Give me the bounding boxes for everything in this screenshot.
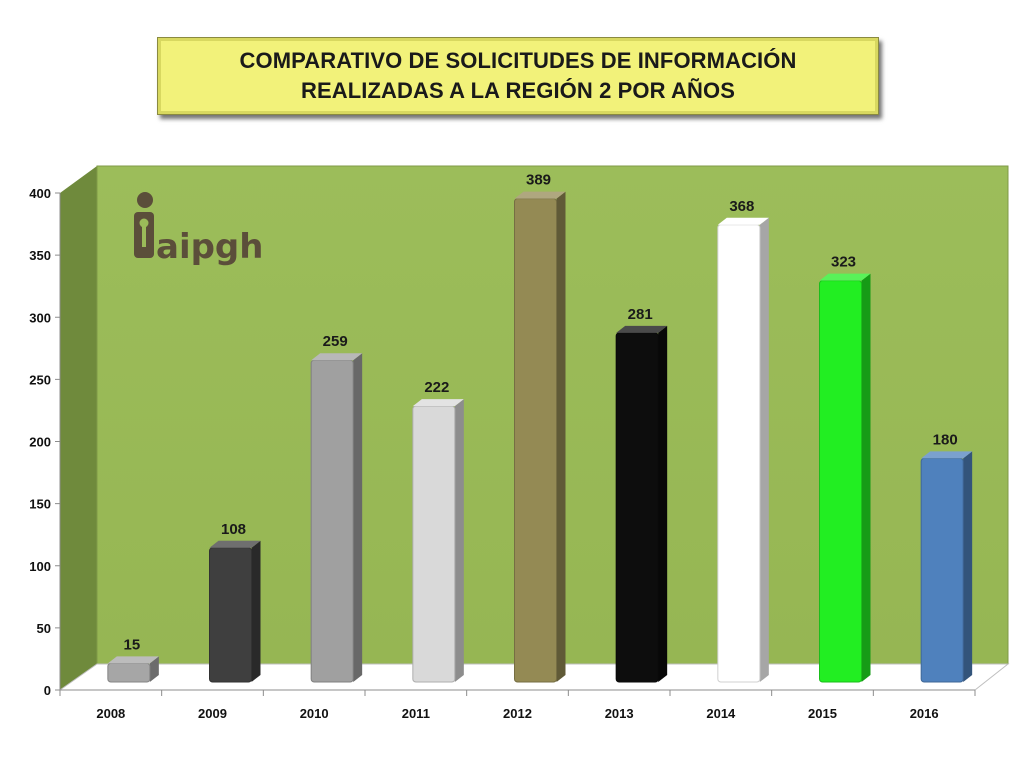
bar-front-face xyxy=(412,405,456,683)
data-label: 281 xyxy=(628,306,653,323)
chart-title-line-1: COMPARATIVO DE SOLICITUDES DE INFORMACIÓ… xyxy=(239,48,797,73)
x-tick-label: 2010 xyxy=(300,706,329,721)
y-tick-label: 0 xyxy=(44,683,51,698)
bar-top-face xyxy=(107,656,159,664)
bars-group xyxy=(107,191,973,683)
bar-side-face xyxy=(149,656,159,682)
bar-front-face xyxy=(920,457,964,683)
bar-top-face xyxy=(819,273,871,281)
side-wall xyxy=(60,166,97,690)
data-label: 222 xyxy=(424,379,449,396)
data-label: 180 xyxy=(933,431,958,448)
bar-2012 xyxy=(514,191,566,683)
y-tick-label: 300 xyxy=(29,310,51,325)
bar-2014 xyxy=(717,217,769,683)
y-tick-label: 100 xyxy=(29,559,51,574)
bar-front-face xyxy=(310,359,354,683)
data-label: 259 xyxy=(323,333,348,350)
bar-front-face xyxy=(107,662,151,683)
chart-title-box: COMPARATIVO DE SOLICITUDES DE INFORMACIÓ… xyxy=(157,37,879,115)
bar-top-face xyxy=(412,399,464,407)
bar-top-face xyxy=(616,325,668,333)
logo-text: aipgh xyxy=(156,227,263,267)
bar-side-face xyxy=(963,451,973,682)
x-tick-label: 2016 xyxy=(910,706,939,721)
y-tick-label: 250 xyxy=(29,372,51,387)
x-tick-label: 2014 xyxy=(706,706,736,721)
iaipgh-logo: aipgh xyxy=(134,192,263,267)
bar-2009 xyxy=(209,540,261,683)
data-label: 15 xyxy=(123,636,140,653)
bar-side-face xyxy=(556,191,566,683)
bar-top-face xyxy=(311,353,363,361)
bar-side-face xyxy=(658,325,668,682)
y-tick-label: 50 xyxy=(37,621,51,636)
x-tick-label: 2012 xyxy=(503,706,532,721)
data-label: 389 xyxy=(526,172,551,189)
y-tick-label: 150 xyxy=(29,497,51,512)
bar-side-face xyxy=(454,399,464,682)
bar-2008 xyxy=(107,656,159,683)
bar-front-face xyxy=(717,224,761,683)
x-tick-label: 2008 xyxy=(96,706,125,721)
bar-2011 xyxy=(412,399,464,683)
bar-2013 xyxy=(615,325,668,683)
y-tick-label: 350 xyxy=(29,248,51,263)
bar-front-face xyxy=(819,280,862,683)
y-tick-label: 400 xyxy=(29,186,51,201)
bar-side-face xyxy=(251,540,261,682)
bar-front-face xyxy=(514,198,557,683)
bar-2015 xyxy=(819,273,871,683)
x-tick-label: 2013 xyxy=(605,706,634,721)
bar-front-face xyxy=(209,547,252,683)
x-tick-label: 2009 xyxy=(198,706,227,721)
data-label: 323 xyxy=(831,254,856,271)
data-label: 108 xyxy=(221,521,246,538)
bar-2010 xyxy=(310,353,363,683)
bar-top-face xyxy=(514,191,566,199)
bar-2016 xyxy=(920,451,973,683)
x-axis: 2008 2009 2010 2011 2012 2013 2014 2015 2016 xyxy=(59,689,976,721)
y-axis: 0 50 100 150 200 250 300 350 400 xyxy=(29,186,61,698)
bar-side-face xyxy=(759,217,769,682)
data-labels-group: 15 108 259 222 389 281 368 323 180 xyxy=(123,172,957,654)
bar-side-face xyxy=(861,273,871,682)
x-tick-label: 2015 xyxy=(808,706,837,721)
person-head-icon xyxy=(137,192,153,208)
keyhole-icon xyxy=(139,218,149,228)
y-tick-label: 200 xyxy=(29,435,51,450)
bar-top-face xyxy=(209,540,261,548)
data-label: 368 xyxy=(729,198,754,215)
bar-top-face xyxy=(921,451,973,459)
chart-title-line-2: REALIZADAS A LA REGIÓN 2 POR AÑOS xyxy=(301,78,735,103)
bar-front-face xyxy=(615,332,659,683)
x-tick-label: 2011 xyxy=(402,706,430,721)
bar-top-face xyxy=(717,217,769,225)
bar-side-face xyxy=(353,353,363,682)
